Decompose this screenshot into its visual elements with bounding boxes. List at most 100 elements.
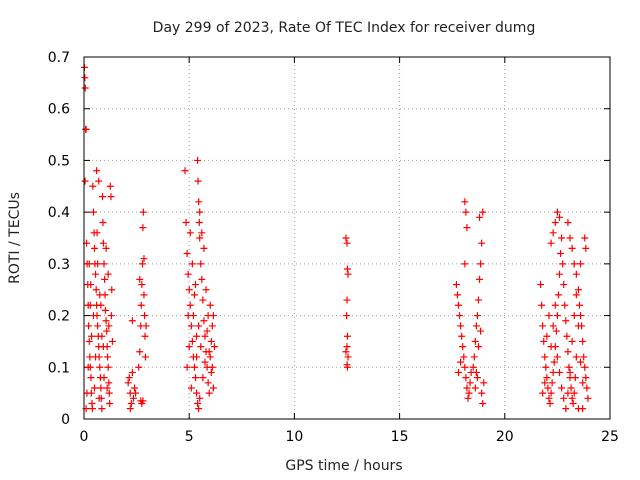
x-tick-label: 15 xyxy=(391,429,409,445)
data-point xyxy=(105,379,113,387)
data-point xyxy=(83,389,91,397)
data-point xyxy=(553,312,561,320)
data-point xyxy=(98,332,106,340)
x-tick-label: 20 xyxy=(496,429,514,445)
data-point xyxy=(342,348,350,356)
data-point xyxy=(106,182,114,190)
data-point xyxy=(556,270,564,278)
y-tick-label: 0.5 xyxy=(48,153,70,169)
data-point xyxy=(81,74,89,82)
data-point xyxy=(135,363,143,371)
data-point xyxy=(107,312,115,320)
data-point xyxy=(188,337,196,345)
data-point xyxy=(476,213,484,221)
data-point xyxy=(102,244,110,252)
y-axis-label: ROTI / TECUs xyxy=(7,192,23,284)
data-point xyxy=(343,239,351,247)
data-point xyxy=(570,312,578,320)
data-point xyxy=(343,296,351,304)
data-point xyxy=(473,312,481,320)
data-point xyxy=(139,224,147,232)
data-point xyxy=(575,301,583,309)
data-point xyxy=(571,374,579,382)
data-point xyxy=(85,322,93,330)
data-point xyxy=(456,312,464,320)
data-point xyxy=(205,348,213,356)
data-point xyxy=(182,218,190,226)
data-point xyxy=(91,384,99,392)
data-point xyxy=(476,275,484,283)
data-point xyxy=(462,208,470,216)
data-point xyxy=(477,260,485,268)
data-point xyxy=(87,281,95,289)
data-point xyxy=(88,332,96,340)
data-point xyxy=(106,399,114,407)
data-point xyxy=(568,337,576,345)
data-point xyxy=(203,327,211,335)
data-point xyxy=(565,363,573,371)
data-point xyxy=(195,218,203,226)
data-point xyxy=(564,389,572,397)
data-point xyxy=(577,260,585,268)
data-point xyxy=(539,322,547,330)
data-point xyxy=(561,301,569,309)
data-point xyxy=(97,301,105,309)
data-point xyxy=(199,296,207,304)
data-point xyxy=(185,286,193,294)
chart-title: Day 299 of 2023, Rate Of TEC Index for r… xyxy=(153,20,536,36)
data-point xyxy=(141,312,149,320)
data-point xyxy=(562,317,570,325)
data-point xyxy=(183,250,191,258)
data-point xyxy=(95,177,103,185)
x-tick-label: 5 xyxy=(185,429,194,445)
data-point xyxy=(208,322,216,330)
data-point xyxy=(186,301,194,309)
data-point xyxy=(193,332,201,340)
data-point xyxy=(553,208,561,216)
data-point xyxy=(92,353,100,361)
data-point xyxy=(469,363,477,371)
data-point xyxy=(572,270,580,278)
data-point xyxy=(461,260,469,268)
data-point xyxy=(547,343,555,351)
data-point xyxy=(199,374,207,382)
data-point xyxy=(137,301,145,309)
data-point xyxy=(139,208,147,216)
y-tick-label: 0.7 xyxy=(48,50,70,66)
data-point xyxy=(581,234,589,242)
data-point xyxy=(101,275,109,283)
data-point xyxy=(94,260,102,268)
data-point xyxy=(99,239,107,247)
data-point xyxy=(564,348,572,356)
data-point xyxy=(343,343,351,351)
data-point xyxy=(343,312,351,320)
data-point xyxy=(572,353,580,361)
data-point xyxy=(470,353,478,361)
data-point xyxy=(549,322,557,330)
data-point xyxy=(584,394,592,402)
data-point xyxy=(464,394,472,402)
data-point xyxy=(204,379,212,387)
data-point xyxy=(545,394,553,402)
data-point xyxy=(138,260,146,268)
data-point xyxy=(187,384,195,392)
data-point xyxy=(582,374,590,382)
data-point xyxy=(558,234,566,242)
data-point xyxy=(570,260,578,268)
data-point xyxy=(130,384,138,392)
data-point xyxy=(550,358,558,366)
data-point xyxy=(198,275,206,283)
data-point xyxy=(91,244,99,252)
data-point xyxy=(194,399,202,407)
data-point xyxy=(539,389,547,397)
data-point xyxy=(86,301,94,309)
data-point xyxy=(81,177,89,185)
data-point xyxy=(85,260,93,268)
data-point xyxy=(479,399,487,407)
data-point xyxy=(479,208,487,216)
data-point xyxy=(544,384,552,392)
data-point xyxy=(463,224,471,232)
data-point xyxy=(537,281,545,289)
data-point xyxy=(549,229,557,237)
data-point xyxy=(93,229,101,237)
